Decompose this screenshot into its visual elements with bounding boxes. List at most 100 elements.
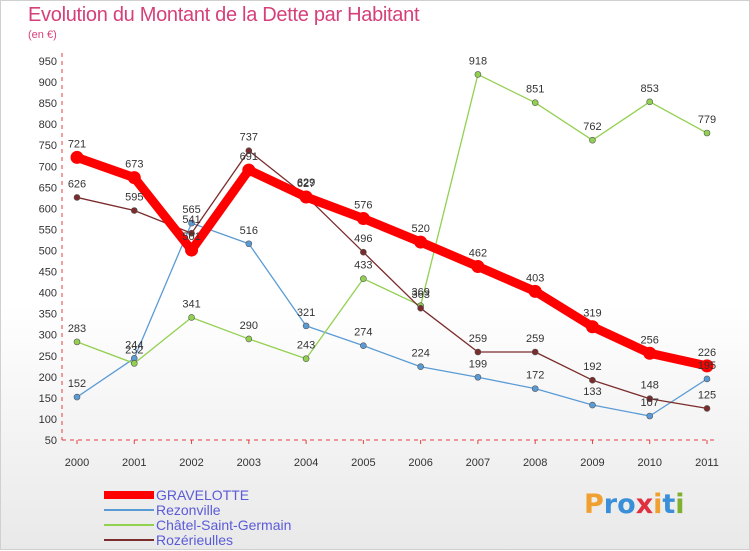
data-label: 172 <box>526 370 544 382</box>
data-point <box>242 163 256 177</box>
logo-letter: P <box>584 489 604 520</box>
data-label: 520 <box>411 223 429 235</box>
data-point <box>356 211 370 225</box>
data-point <box>360 248 367 256</box>
data-point <box>474 348 482 356</box>
data-label: 918 <box>469 55 487 67</box>
data-point <box>703 129 711 137</box>
data-label: 565 <box>182 204 200 216</box>
data-point <box>643 346 657 360</box>
data-label: 274 <box>354 327 372 339</box>
data-point <box>589 401 596 409</box>
data-point <box>188 229 195 237</box>
data-label: 691 <box>240 151 258 163</box>
data-point <box>417 304 424 312</box>
data-point <box>73 194 81 201</box>
data-label: 232 <box>125 344 143 356</box>
data-label: 107 <box>641 397 659 409</box>
data-label: 433 <box>354 260 372 272</box>
y-tick-label: 950 <box>39 56 57 68</box>
data-label: 851 <box>526 84 544 96</box>
legend-item: Châtel-Saint-Germain <box>104 517 291 533</box>
y-tick-label: 550 <box>39 224 57 236</box>
y-tick-label: 50 <box>45 435 57 447</box>
x-tick-label: 2000 <box>65 457 89 469</box>
proxiti-logo: Proxiti <box>584 489 685 520</box>
data-point <box>127 171 141 185</box>
logo-letter: i <box>653 489 663 520</box>
chart-unit: (en €) <box>28 29 57 41</box>
series-markers <box>70 71 714 420</box>
data-point <box>299 190 313 204</box>
y-tick-label: 500 <box>39 246 57 258</box>
data-point <box>130 360 138 367</box>
data-label: 501 <box>182 231 200 243</box>
legend-item: Rozérieulles <box>104 532 233 548</box>
data-point <box>589 136 596 144</box>
data-point <box>585 320 599 334</box>
y-tick-label: 700 <box>39 161 57 173</box>
x-tick-label: 2004 <box>294 457 318 469</box>
data-label: 762 <box>583 121 601 133</box>
data-label: 516 <box>240 225 258 237</box>
data-label: 496 <box>354 233 372 245</box>
data-label: 595 <box>125 191 143 203</box>
data-label: 224 <box>411 348 429 360</box>
data-point <box>302 355 310 363</box>
data-point <box>531 385 539 392</box>
legend-label: Rezonville <box>156 502 221 518</box>
y-tick-label: 250 <box>39 351 57 363</box>
data-point <box>417 363 424 371</box>
data-label: 721 <box>68 138 86 150</box>
series-lines <box>72 73 712 417</box>
data-label: 290 <box>240 320 258 332</box>
data-label: 152 <box>68 378 86 390</box>
data-label: 363 <box>411 289 429 301</box>
data-label: 626 <box>68 178 86 190</box>
data-label: 321 <box>297 307 315 319</box>
data-label: 319 <box>583 308 601 320</box>
data-point <box>130 207 138 214</box>
data-point <box>531 348 539 356</box>
data-label: 243 <box>297 340 315 352</box>
data-label: 737 <box>240 132 258 144</box>
data-label: 341 <box>182 298 200 310</box>
chart-title: Evolution du Montant de la Dette par Hab… <box>28 4 420 26</box>
data-point <box>474 71 482 78</box>
data-point <box>245 240 253 248</box>
legend-swatch <box>104 539 154 541</box>
x-tick-label: 2002 <box>179 457 203 469</box>
data-labels: 721 673 501 691 627 576 520 462 403 319 256 226 152 2… <box>68 55 716 409</box>
y-tick-label: 300 <box>39 330 57 342</box>
data-label: 125 <box>698 389 716 401</box>
data-label: 195 <box>698 360 716 372</box>
data-label: 259 <box>526 333 544 345</box>
data-point <box>360 275 367 283</box>
series-line-2 <box>76 73 708 365</box>
data-point <box>646 98 654 106</box>
data-point <box>360 342 367 349</box>
x-tick-label: 2011 <box>695 457 719 469</box>
y-tick-label: 100 <box>39 414 57 426</box>
data-point <box>531 99 539 106</box>
data-point <box>703 405 711 412</box>
x-tick-label: 2010 <box>637 457 661 469</box>
x-tick-label: 2005 <box>351 457 375 469</box>
legend-label: GRAVELOTTE <box>156 487 250 503</box>
data-point <box>646 412 654 420</box>
data-label: 192 <box>583 361 601 373</box>
series-line-1 <box>76 222 708 417</box>
data-point <box>185 243 199 257</box>
y-tick-label: 450 <box>39 267 57 279</box>
y-tick-label: 150 <box>39 393 57 405</box>
data-label: 199 <box>469 358 487 370</box>
data-label: 853 <box>641 83 659 95</box>
legend-label: Rozérieulles <box>156 532 234 548</box>
x-tick-label: 2003 <box>237 457 261 469</box>
logo-letter: o <box>617 489 636 520</box>
data-label: 283 <box>68 323 86 335</box>
logo-letter: x <box>635 489 654 520</box>
logo-letter: i <box>675 489 685 520</box>
